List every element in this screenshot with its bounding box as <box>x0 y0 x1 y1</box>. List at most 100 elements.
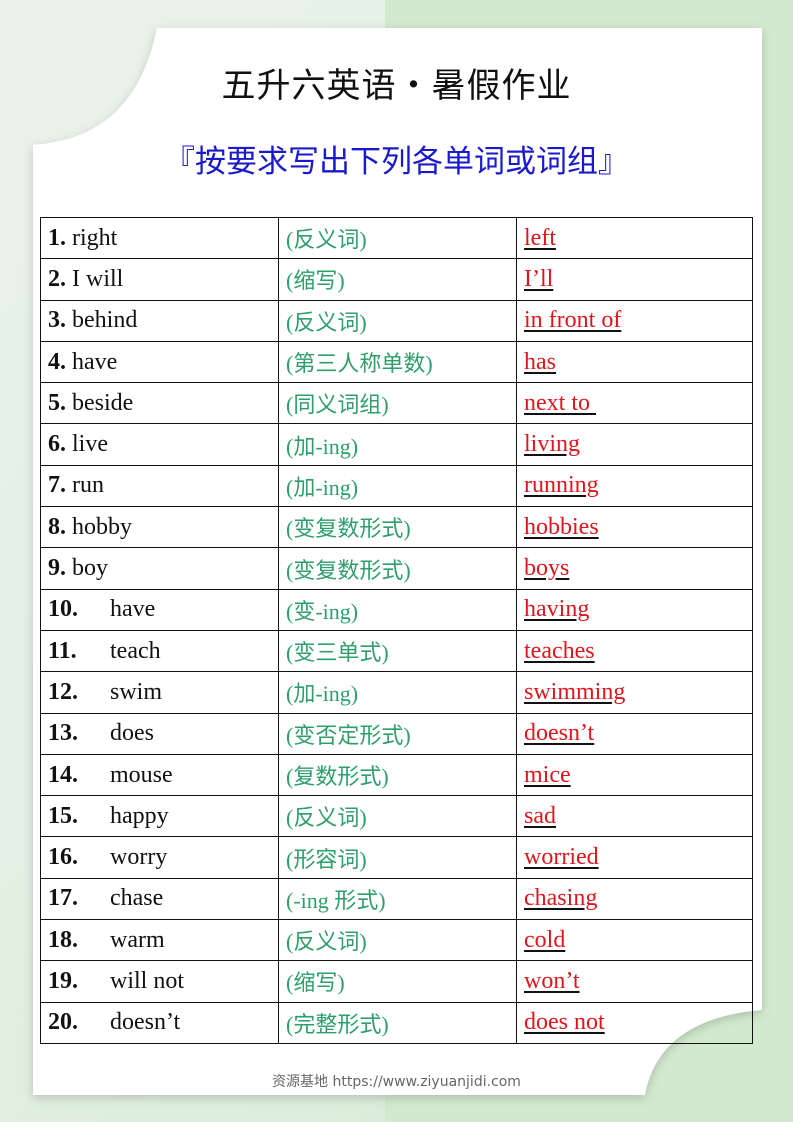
word: will not <box>110 967 185 994</box>
hint-cell: (加-ing) <box>278 464 517 508</box>
hint: (形容词) <box>286 846 367 872</box>
answer-cell: sad <box>516 795 753 838</box>
hint: (同义词组) <box>286 392 389 418</box>
answer-cell: does not <box>516 1001 753 1044</box>
answer-cell: worried <box>516 836 753 879</box>
table-row: 9. boy (变复数形式) boys <box>40 547 753 590</box>
answer: sad <box>524 802 556 829</box>
hint: (变复数形式) <box>286 516 411 542</box>
hint-cell: (加-ing) <box>278 671 517 714</box>
word: run <box>72 472 104 499</box>
answer: doesn’t <box>524 720 595 747</box>
answer: hobbies <box>524 513 599 540</box>
answer: teaches <box>524 637 595 664</box>
hint-cell: (第三人称单数) <box>278 340 517 384</box>
item-number: 9. <box>48 555 66 582</box>
answer: having <box>524 596 590 623</box>
word: worry <box>110 844 168 871</box>
hint-cell: (形容词) <box>278 836 517 879</box>
answer-cell: left <box>516 216 753 260</box>
item-number: 7. <box>48 472 66 499</box>
hint: (反义词) <box>286 805 367 831</box>
answer-cell: I’ll <box>516 258 753 301</box>
hint-cell: (反义词) <box>278 919 517 962</box>
word: chase <box>110 885 164 912</box>
answer-cell: mice <box>516 753 753 797</box>
word: teach <box>110 637 161 664</box>
word: have <box>110 596 156 623</box>
item-number: 16. <box>48 844 78 871</box>
word-cell: 12. swim <box>40 671 279 714</box>
table-row: 5. beside (同义词组) next to <box>40 382 753 425</box>
word-cell: 9. boy <box>40 547 279 590</box>
hint-cell: (缩写) <box>278 258 517 301</box>
hint: (反义词) <box>286 227 367 253</box>
hint-cell: (变三单式) <box>278 629 517 673</box>
answer-cell: running <box>516 464 753 508</box>
hint: (加-ing) <box>286 433 359 459</box>
word-cell: 5. beside <box>40 382 279 425</box>
hint: (变-ing) <box>286 598 359 624</box>
item-number: 2. <box>48 265 66 292</box>
table-row: 11. teach (变三单式) teaches <box>40 629 753 673</box>
answer-cell: teaches <box>516 629 753 673</box>
item-number: 5. <box>48 389 66 416</box>
answer-cell: living <box>516 423 753 466</box>
item-number: 10. <box>48 596 78 623</box>
hint-cell: (反义词) <box>278 216 517 260</box>
word: boy <box>72 555 108 582</box>
item-number: 20. <box>48 1009 78 1036</box>
table-row: 6. live (加-ing) living <box>40 423 753 466</box>
answer-cell: doesn’t <box>516 712 753 755</box>
hint: (完整形式) <box>286 1011 389 1037</box>
hint: (-ing 形式) <box>286 887 386 913</box>
hint: (变否定形式) <box>286 722 411 748</box>
table-row: 16. worry (形容词) worried <box>40 836 753 879</box>
hint: (加-ing) <box>286 681 359 707</box>
hint-cell: (缩写) <box>278 960 517 1003</box>
word: doesn’t <box>110 1009 181 1036</box>
table-row: 3. behind (反义词) in front of <box>40 299 753 342</box>
hint: (缩写) <box>286 970 345 996</box>
word-cell: 1. right <box>40 216 279 260</box>
word: I will <box>72 265 124 292</box>
hint-cell: (-ing 形式) <box>278 877 517 921</box>
item-number: 15. <box>48 802 78 829</box>
table-row: 14. mouse (复数形式) mice <box>40 753 753 797</box>
word-cell: 7. run <box>40 464 279 508</box>
answer: swimming <box>524 678 626 705</box>
section-heading: 『按要求写出下列各单词或词组』 <box>164 144 629 179</box>
item-number: 19. <box>48 967 78 994</box>
word: live <box>72 431 108 458</box>
word: happy <box>110 802 169 829</box>
item-number: 8. <box>48 513 66 540</box>
footer-watermark: 资源基地 https://www.ziyuanjidi.com <box>272 1074 521 1090</box>
item-number: 11. <box>48 637 77 664</box>
answer: next to <box>524 389 596 416</box>
hint-cell: (加-ing) <box>278 423 517 466</box>
item-number: 13. <box>48 720 78 747</box>
word-cell: 10. have <box>40 588 279 631</box>
hint: (第三人称单数) <box>286 351 433 377</box>
table-row: 2. I will (缩写) I’ll <box>40 258 753 301</box>
word: beside <box>72 389 134 416</box>
answer: in front of <box>524 307 622 334</box>
word-cell: 19. will not <box>40 960 279 1003</box>
word-cell: 18. warm <box>40 919 279 962</box>
item-number: 3. <box>48 307 66 334</box>
hint-cell: (同义词组) <box>278 382 517 425</box>
table-row: 20. doesn’t (完整形式) does not <box>40 1001 753 1044</box>
hint: (变复数形式) <box>286 557 411 583</box>
hint-cell: (反义词) <box>278 795 517 838</box>
table-row: 13. does (变否定形式) doesn’t <box>40 712 753 755</box>
table-row: 19. will not (缩写) won’t <box>40 960 753 1003</box>
word-cell: 14. mouse <box>40 753 279 797</box>
item-number: 18. <box>48 926 78 953</box>
table-row: 4. have (第三人称单数) has <box>40 340 753 384</box>
answer: mice <box>524 761 571 788</box>
hint: (反义词) <box>286 309 367 335</box>
hint-cell: (变-ing) <box>278 588 517 631</box>
item-number: 1. <box>48 224 66 251</box>
hint-cell: (反义词) <box>278 299 517 342</box>
table-row: 12. swim (加-ing) swimming <box>40 671 753 714</box>
